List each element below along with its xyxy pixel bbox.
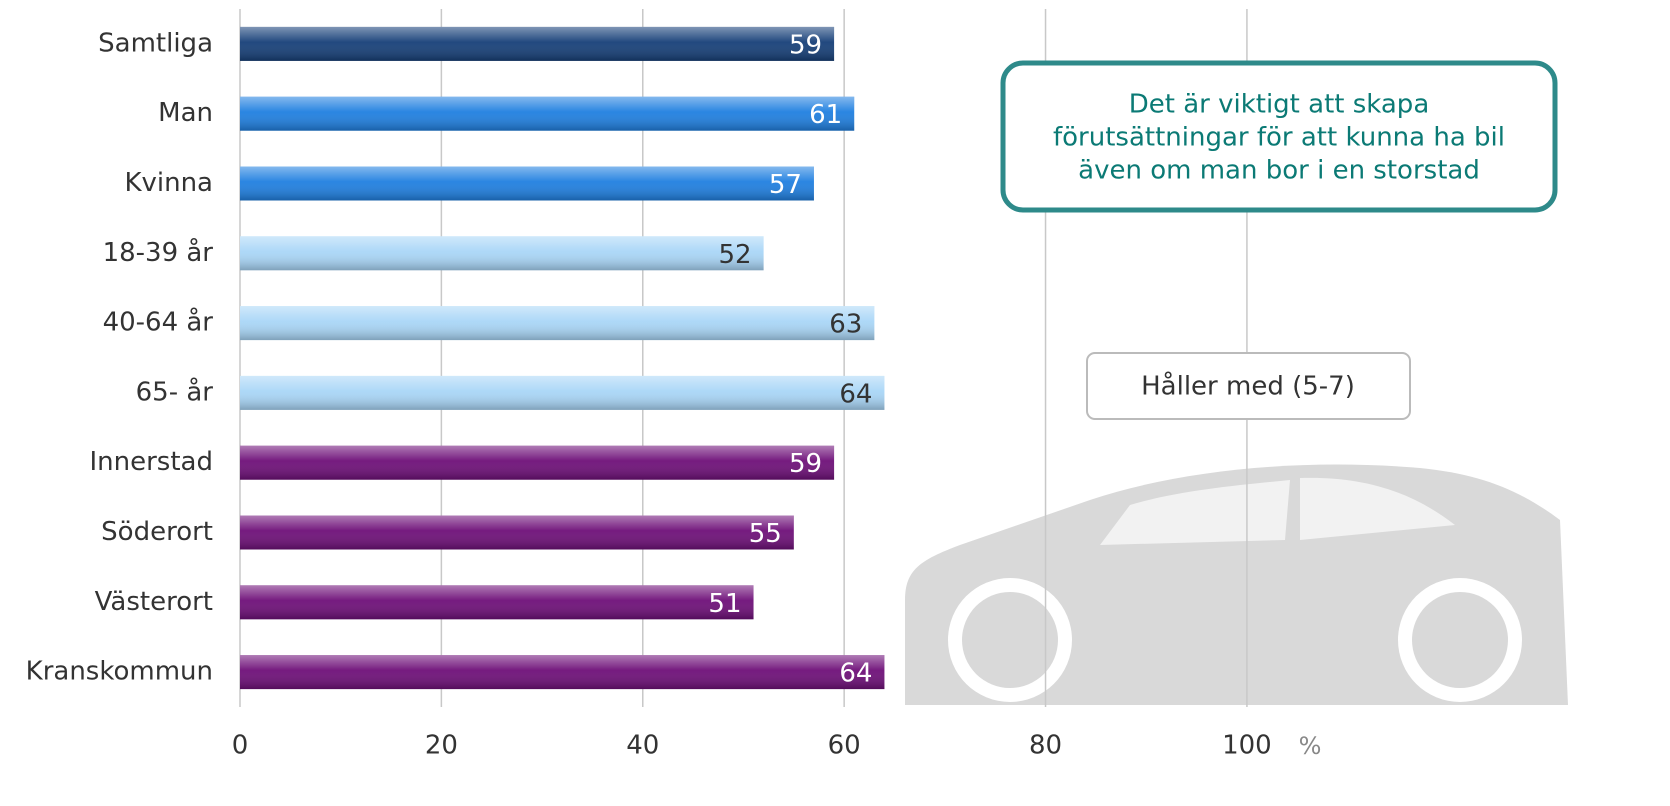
annotation-line: förutsättningar för att kunna ha bil xyxy=(1053,123,1505,153)
annotation-line: Det är viktigt att skapa xyxy=(1129,90,1430,120)
bar-shine xyxy=(240,375,885,410)
x-tick-label: 80 xyxy=(1029,731,1062,761)
data-label: 55 xyxy=(749,519,782,549)
data-label: 64 xyxy=(839,659,872,689)
car-silhouette xyxy=(905,464,1568,705)
y-tick-label: 18-39 år xyxy=(103,237,214,268)
legend-label: Håller med (5-7) xyxy=(1141,371,1355,402)
bar-shine xyxy=(240,26,835,61)
y-tick-label: Söderort xyxy=(101,517,213,547)
x-tick-label: 60 xyxy=(828,731,861,761)
bar-shine xyxy=(240,96,855,131)
x-unit: % xyxy=(1299,732,1322,760)
bar-shine xyxy=(240,515,794,550)
data-label: 64 xyxy=(839,379,872,409)
data-label: 59 xyxy=(789,30,822,60)
y-tick-label: Man xyxy=(158,98,213,128)
annotation-line: även om man bor i en storstad xyxy=(1078,156,1480,186)
bar-shine xyxy=(240,236,764,271)
data-label: 61 xyxy=(809,100,842,130)
x-tick-label: 40 xyxy=(626,731,659,761)
x-tick-label: 100 xyxy=(1222,731,1272,761)
y-tick-label: 65- år xyxy=(136,376,214,407)
y-tick-label: 40-64 år xyxy=(103,307,214,338)
bar-shine xyxy=(240,306,875,341)
bar-shine xyxy=(240,585,754,620)
bar-shine xyxy=(240,445,835,480)
data-label: 59 xyxy=(789,449,822,479)
y-tick-label: Samtliga xyxy=(98,28,213,58)
legend-box xyxy=(1086,352,1411,420)
data-label: 52 xyxy=(719,240,752,270)
bar-shine xyxy=(240,166,814,201)
data-label: 63 xyxy=(829,310,862,340)
x-tick-label: 0 xyxy=(232,731,249,761)
y-tick-label: Kranskommun xyxy=(26,657,213,687)
y-tick-label: Innerstad xyxy=(90,447,214,477)
bar-shine xyxy=(240,655,885,690)
y-tick-label: Västerort xyxy=(95,587,213,617)
x-tick-label: 20 xyxy=(425,731,458,761)
data-label: 51 xyxy=(708,589,741,619)
y-tick-label: Kvinna xyxy=(124,168,213,198)
annotation-box xyxy=(1000,60,1558,213)
data-label: 57 xyxy=(769,170,802,200)
